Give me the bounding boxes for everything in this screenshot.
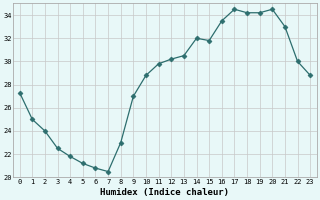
X-axis label: Humidex (Indice chaleur): Humidex (Indice chaleur)	[100, 188, 229, 197]
